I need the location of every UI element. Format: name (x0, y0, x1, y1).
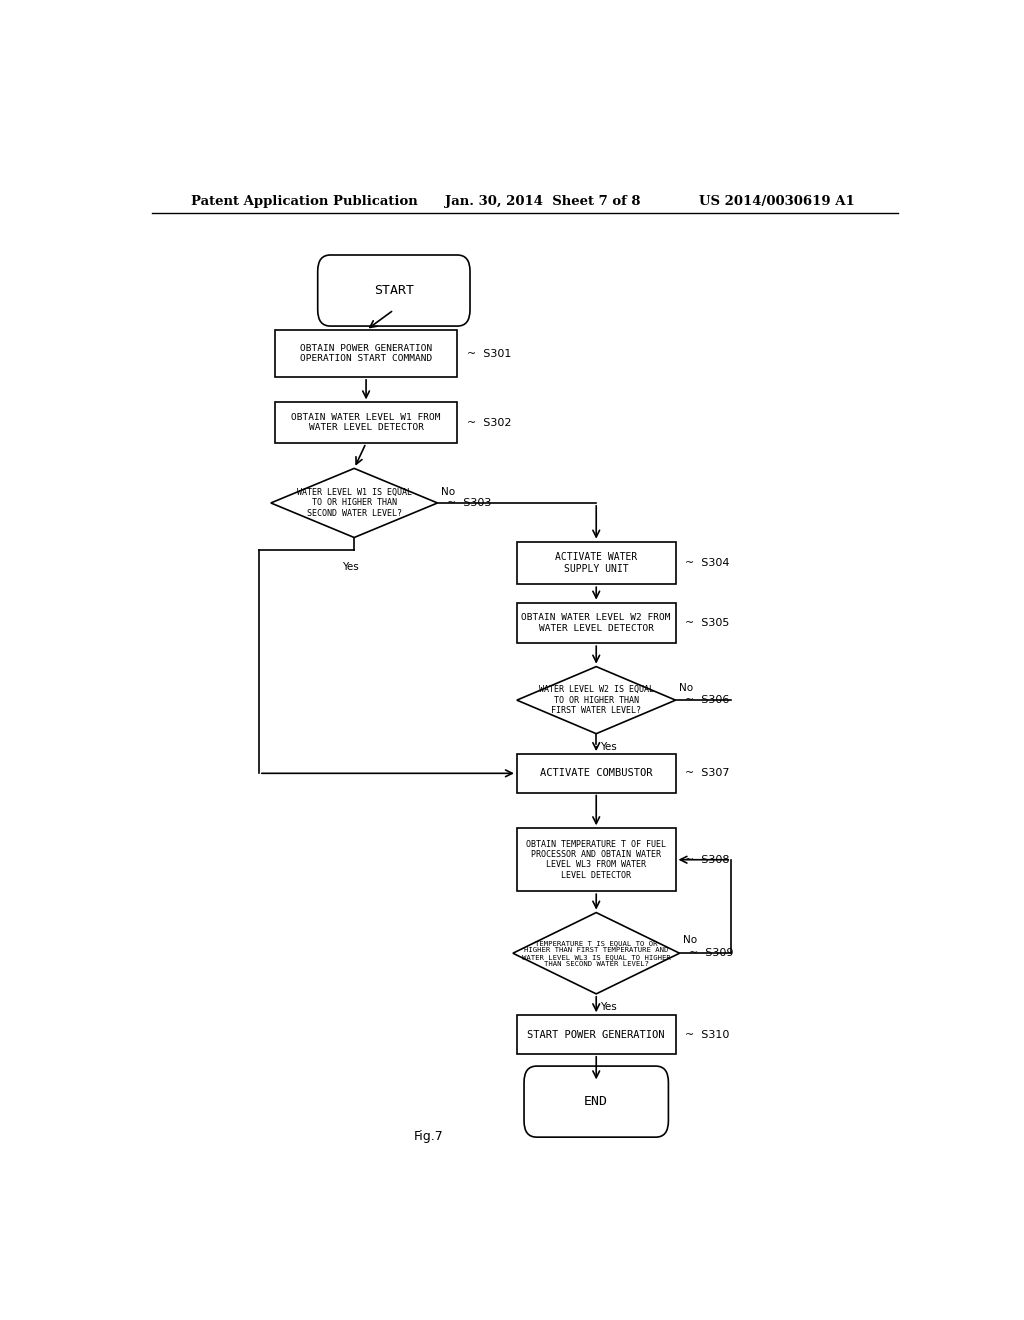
Text: ACTIVATE WATER
SUPPLY UNIT: ACTIVATE WATER SUPPLY UNIT (555, 552, 637, 574)
Text: WATER LEVEL W1 IS EQUAL
TO OR HIGHER THAN
SECOND WATER LEVEL?: WATER LEVEL W1 IS EQUAL TO OR HIGHER THA… (297, 488, 412, 517)
Text: ~  S302: ~ S302 (467, 417, 511, 428)
Text: TEMPERATURE T IS EQUAL TO OR
HIGHER THAN FIRST TEMPERATURE AND
WATER LEVEL WL3 I: TEMPERATURE T IS EQUAL TO OR HIGHER THAN… (522, 940, 671, 966)
Text: Yes: Yes (600, 1002, 616, 1012)
Text: ACTIVATE COMBUSTOR: ACTIVATE COMBUSTOR (540, 768, 652, 779)
Text: ~  S310: ~ S310 (685, 1030, 729, 1040)
Bar (517, 828, 676, 891)
Text: OBTAIN WATER LEVEL W2 FROM
WATER LEVEL DETECTOR: OBTAIN WATER LEVEL W2 FROM WATER LEVEL D… (521, 614, 671, 632)
Text: START: START (374, 284, 414, 297)
Text: No: No (441, 487, 456, 496)
Bar (517, 602, 676, 643)
Text: No: No (683, 935, 697, 945)
Text: WATER LEVEL W2 IS EQUAL
TO OR HIGHER THAN
FIRST WATER LEVEL?: WATER LEVEL W2 IS EQUAL TO OR HIGHER THA… (539, 685, 653, 715)
Text: OBTAIN TEMPERATURE T OF FUEL
PROCESSOR AND OBTAIN WATER
LEVEL WL3 FROM WATER
LEV: OBTAIN TEMPERATURE T OF FUEL PROCESSOR A… (526, 840, 667, 880)
Bar (517, 754, 676, 792)
Polygon shape (517, 667, 676, 734)
Text: ~  S306: ~ S306 (685, 696, 729, 705)
Polygon shape (270, 469, 437, 537)
Text: ~  S303: ~ S303 (447, 498, 492, 508)
Text: Yes: Yes (342, 562, 358, 572)
Text: Fig.7: Fig.7 (414, 1130, 443, 1143)
Text: END: END (585, 1096, 608, 1107)
Text: OBTAIN WATER LEVEL W1 FROM
WATER LEVEL DETECTOR: OBTAIN WATER LEVEL W1 FROM WATER LEVEL D… (292, 413, 440, 433)
Text: ~  S308: ~ S308 (685, 855, 730, 865)
Text: US 2014/0030619 A1: US 2014/0030619 A1 (699, 194, 855, 207)
Text: ~  S307: ~ S307 (685, 768, 730, 779)
Bar (274, 330, 458, 378)
Bar (517, 1015, 676, 1053)
Text: Patent Application Publication: Patent Application Publication (191, 194, 418, 207)
FancyBboxPatch shape (317, 255, 470, 326)
Text: Yes: Yes (600, 742, 616, 752)
Text: Jan. 30, 2014  Sheet 7 of 8: Jan. 30, 2014 Sheet 7 of 8 (445, 194, 641, 207)
Text: ~  S305: ~ S305 (685, 618, 729, 628)
Text: OBTAIN POWER GENERATION
OPERATION START COMMAND: OBTAIN POWER GENERATION OPERATION START … (300, 343, 432, 363)
Bar (517, 541, 676, 585)
FancyBboxPatch shape (524, 1067, 669, 1137)
Text: ~  S301: ~ S301 (467, 348, 511, 359)
Text: ~  S309: ~ S309 (689, 948, 733, 958)
Text: No: No (679, 682, 693, 693)
Text: ~  S304: ~ S304 (685, 558, 730, 568)
Text: START POWER GENERATION: START POWER GENERATION (527, 1030, 665, 1040)
Polygon shape (513, 912, 680, 994)
Bar (274, 403, 458, 444)
